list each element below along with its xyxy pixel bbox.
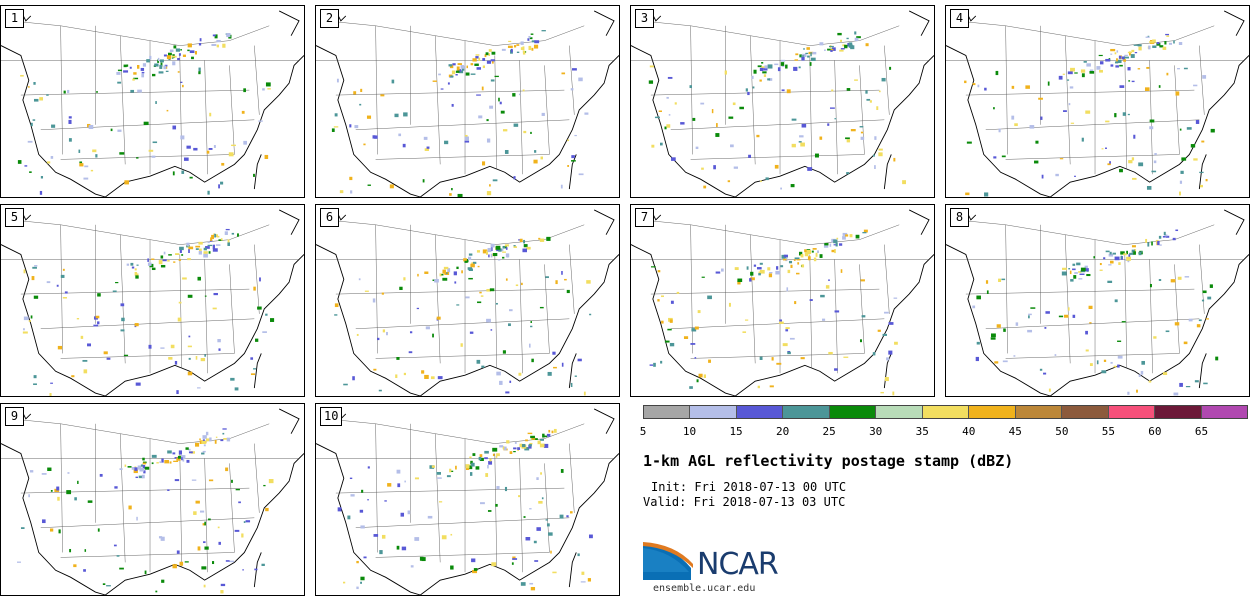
postage-stamp-map: 7	[630, 204, 935, 397]
conus-map	[1, 408, 304, 595]
member-number-label: 3	[635, 9, 654, 28]
ncar-logo-text: NCAR	[697, 547, 779, 582]
postage-stamp-map: 10	[315, 403, 620, 596]
colorbar-tick-label: 55	[1101, 425, 1115, 438]
colorbar-swatch	[644, 406, 691, 418]
postage-stamp-map: 9	[0, 403, 305, 596]
conus-map	[1, 209, 304, 396]
postage-stamp-map: 6	[315, 204, 620, 397]
member-number-label: 8	[950, 208, 969, 227]
colorbar-swatch	[922, 406, 970, 418]
reflectivity-colorbar	[643, 405, 1248, 419]
member-number-label: 6	[320, 208, 339, 227]
colorbar-tick-label: 40	[962, 425, 976, 438]
colorbar-swatch	[783, 406, 830, 418]
member-number-label: 10	[320, 407, 343, 426]
colorbar-tick-label: 20	[775, 425, 790, 438]
colorbar-tick-label: 35	[915, 425, 929, 438]
conus-map	[316, 408, 619, 595]
conus-map	[946, 209, 1249, 396]
member-number-label: 5	[5, 208, 24, 227]
conus-map	[316, 209, 619, 396]
colorbar-swatch	[1062, 406, 1109, 418]
colorbar-tick-label: 5	[639, 425, 647, 438]
conus-map	[316, 10, 619, 197]
colorbar-swatch	[969, 406, 1016, 418]
postage-stamp-map: 8	[945, 204, 1250, 397]
postage-stamp-map: 4	[945, 5, 1250, 198]
colorbar-tick-label: 65	[1194, 425, 1209, 438]
init-time: Init: Fri 2018-07-13 00 UTC	[651, 480, 847, 494]
colorbar-tick-label: 25	[822, 425, 836, 438]
member-number-label: 7	[635, 208, 654, 227]
conus-map	[946, 10, 1249, 197]
ncar-logo-icon	[643, 542, 693, 580]
conus-map	[631, 10, 934, 197]
colorbar-tick-label: 15	[729, 425, 743, 438]
member-number-label: 2	[320, 9, 339, 28]
colorbar-swatch	[876, 406, 923, 418]
postage-stamp-map: 1	[0, 5, 305, 198]
chart-title: 1-km AGL reflectivity postage stamp (dBZ…	[643, 452, 1014, 470]
colorbar-swatch	[1108, 406, 1156, 418]
colorbar-swatch	[829, 406, 877, 418]
postage-stamp-map: 5	[0, 204, 305, 397]
member-number-label: 1	[5, 9, 24, 28]
colorbar-ticks: 5 10 15 20 25 30 35 40 45 50 55 60 65	[639, 425, 1248, 439]
valid-time: Valid: Fri 2018-07-13 03 UTC	[643, 495, 846, 509]
postage-stamp-map: 2	[315, 5, 620, 198]
member-number-label: 9	[5, 407, 24, 426]
colorbar-swatch	[690, 406, 737, 418]
colorbar-tick-label: 45	[1008, 425, 1022, 438]
colorbar-swatch	[1201, 406, 1248, 418]
colorbar-swatch	[736, 406, 784, 418]
colorbar-tick-label: 30	[869, 425, 883, 438]
colorbar-tick-label: 10	[682, 425, 697, 438]
conus-map	[1, 10, 304, 197]
conus-map	[631, 209, 934, 396]
colorbar-tick-label: 50	[1055, 425, 1069, 438]
logo-url: ensemble.ucar.edu	[653, 583, 756, 594]
colorbar-swatch	[1015, 406, 1063, 418]
postage-stamp-map: 3	[630, 5, 935, 198]
colorbar-swatch	[1155, 406, 1202, 418]
member-number-label: 4	[950, 9, 969, 28]
colorbar-tick-label: 60	[1148, 425, 1162, 438]
